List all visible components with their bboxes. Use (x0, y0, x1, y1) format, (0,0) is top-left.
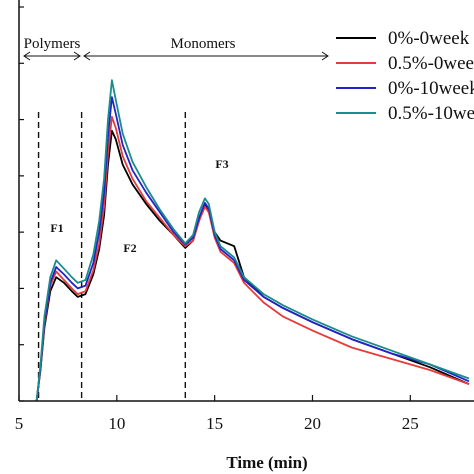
x-tick-label-10: 10 (108, 414, 125, 433)
x-tick-label-5: 5 (15, 414, 24, 433)
polymers-arrow-left-head (23, 51, 31, 61)
fraction-dividers (37, 112, 187, 401)
fraction-label-f1: F1 (50, 221, 63, 235)
legend-label-3: 0%-10week (388, 78, 474, 99)
region-arrows: Polymers Monomers (23, 36, 329, 61)
series-layer (35, 79, 470, 402)
polymers-label: Polymers (24, 36, 81, 52)
fraction-label-f3: F3 (215, 157, 228, 171)
polymers-arrow-right-head (73, 51, 81, 61)
legend-label-2: 0.5%-0week (388, 53, 474, 74)
legend-label-4: 0.5%-10week (388, 103, 474, 124)
x-tick-label-15: 15 (206, 414, 223, 433)
monomers-arrow-right-head (321, 51, 329, 61)
legend: 0%-0week 0.5%-0week 0%-10week 0.5%-10week (336, 28, 474, 124)
x-tick-label-20: 20 (304, 414, 321, 433)
series-line-4 (35, 79, 470, 402)
fraction-label-f2: F2 (123, 241, 136, 255)
x-ticks: 5 10 15 20 25 (15, 395, 419, 433)
x-tick-label-25: 25 (402, 414, 419, 433)
x-axis-title: Time (min) (226, 453, 307, 472)
legend-label-1: 0%-0week (388, 28, 470, 49)
monomers-label: Monomers (171, 36, 236, 52)
monomers-arrow-left-head (83, 51, 91, 61)
y-ticks (19, 6, 24, 402)
series-line-3 (35, 96, 470, 402)
series-line-2 (35, 115, 470, 402)
